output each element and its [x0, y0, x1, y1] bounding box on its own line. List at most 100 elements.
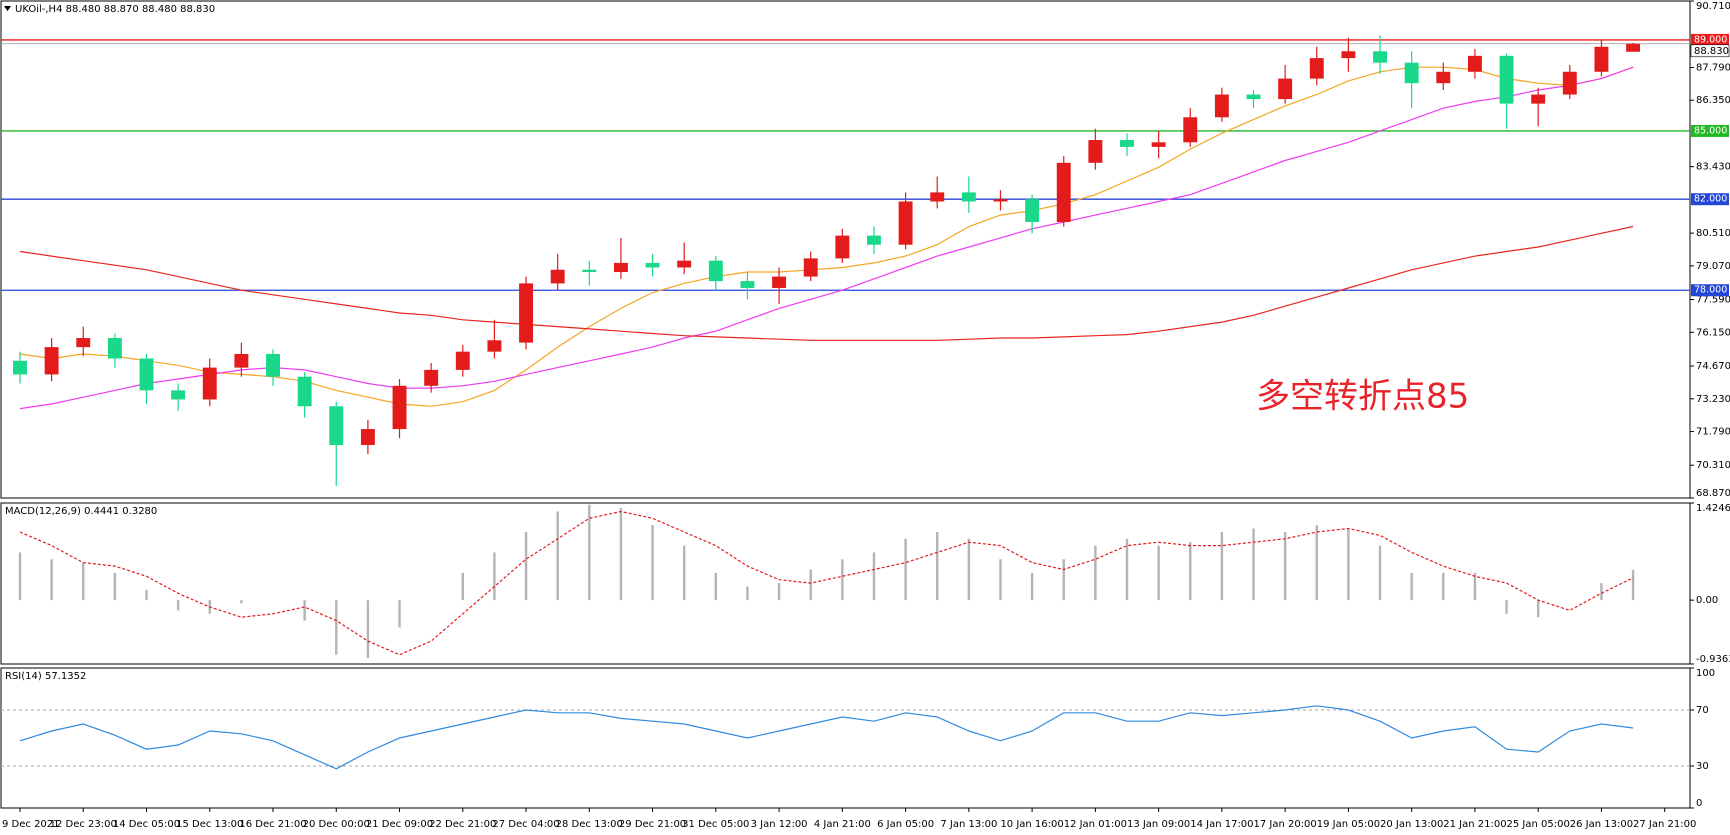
histogram-bar	[1505, 600, 1508, 614]
histogram-bar	[1600, 583, 1603, 601]
histogram-bar	[1442, 572, 1445, 601]
histogram-bar	[1536, 600, 1540, 618]
y-tick-label: 100	[1696, 668, 1715, 679]
candle-body	[1214, 94, 1229, 118]
y-tick-label: 76.150	[1696, 327, 1730, 338]
panel-toggle[interactable]	[4, 6, 11, 11]
candle-body	[708, 260, 723, 282]
histogram-bar	[1631, 569, 1635, 601]
y-tick-label: 68.870	[1696, 488, 1730, 499]
x-tick-label: 31 Dec 05:00	[682, 819, 749, 830]
histogram-bar	[619, 508, 623, 601]
x-tick-label: 3 Jan 12:00	[751, 819, 808, 830]
candle-body	[835, 235, 850, 259]
histogram-bar	[1220, 531, 1224, 601]
x-tick-label: 14 Jan 17:00	[1190, 819, 1253, 830]
histogram-bar	[809, 569, 812, 601]
panel-title: RSI(14) 57.1352	[5, 671, 86, 682]
histogram-bar	[366, 600, 370, 659]
histogram-bar	[113, 572, 117, 601]
y-tick-label: -0.9363	[1696, 654, 1730, 665]
histogram-bar	[303, 600, 306, 621]
x-tick-label: 29 Dec 21:00	[619, 819, 686, 830]
candle-body	[645, 262, 660, 268]
candle-body	[297, 376, 312, 407]
y-tick-label: 71.790	[1696, 427, 1730, 438]
y-tick-label: 70	[1696, 705, 1709, 716]
x-tick-label: 17 Jan 20:00	[1253, 819, 1316, 830]
y-tick-label: 80.510	[1696, 228, 1730, 239]
candle-body	[234, 353, 249, 368]
panel-frame	[0, 667, 1691, 809]
candle-body	[1246, 94, 1261, 100]
rsi-line	[19, 705, 1634, 770]
x-tick-label: 10 Jan 16:00	[1000, 819, 1063, 830]
candle-body	[519, 283, 534, 343]
y-tick-label: 79.070	[1696, 261, 1730, 272]
candle-body	[613, 262, 628, 273]
x-tick-label: 9 Dec 2021	[2, 819, 60, 830]
candle-body	[1056, 162, 1071, 222]
candle-body	[1531, 94, 1546, 104]
x-tick-label: 28 Dec 13:00	[556, 819, 623, 830]
y-tick-label: 77.590	[1696, 295, 1730, 306]
level-tag	[1691, 124, 1729, 137]
y-tick-label: 30	[1696, 761, 1709, 772]
histogram-bar	[999, 559, 1002, 601]
histogram-bar	[1315, 525, 1318, 601]
histogram-bar	[682, 545, 686, 601]
x-tick-label: 6 Jan 05:00	[877, 819, 934, 830]
y-tick-label: 83.430	[1696, 162, 1730, 173]
candle-body	[1120, 140, 1134, 147]
candle-body	[867, 235, 881, 245]
y-tick-label: 86.350	[1696, 95, 1730, 106]
histogram-bar	[1252, 528, 1255, 601]
panel-title: MACD(12,26,9) 0.4441 0.3280	[5, 506, 157, 517]
x-tick-label: 20 Dec 00:00	[303, 819, 370, 830]
histogram-bar	[82, 562, 85, 601]
histogram-bar	[1189, 542, 1192, 601]
histogram-bar	[145, 589, 148, 601]
histogram-bar	[746, 586, 749, 601]
x-tick-label: 12 Dec 23:00	[50, 819, 117, 830]
panel-frame	[0, 502, 1691, 665]
x-tick-label: 7 Jan 13:00	[940, 819, 997, 830]
last-price-label: 88.830	[1694, 46, 1729, 57]
candle-body	[993, 199, 1008, 202]
candle-body	[202, 367, 217, 400]
candle-body	[1404, 62, 1419, 84]
histogram-bar	[1347, 528, 1350, 601]
histogram-bar	[1283, 531, 1287, 601]
level-tag-label: 89.000	[1694, 34, 1727, 45]
x-tick-label: 16 Dec 21:00	[239, 819, 306, 830]
level-tag	[1691, 284, 1729, 297]
histogram-bar	[777, 583, 781, 601]
histogram-bar	[651, 525, 654, 601]
annotation: 多空转折点85	[1256, 377, 1469, 417]
candle-body	[740, 281, 755, 288]
x-tick-label: 26 Jan 13:00	[1570, 819, 1633, 830]
histogram-bar	[1378, 545, 1382, 601]
histogram-bar	[841, 559, 844, 601]
histogram-bar	[872, 552, 876, 601]
x-tick-label: 27 Dec 04:00	[492, 819, 559, 830]
candle-body	[266, 353, 280, 377]
candle-body	[1151, 142, 1166, 147]
histogram-bar	[967, 538, 971, 601]
histogram-bar	[714, 572, 718, 601]
histogram-bar	[176, 600, 180, 611]
histogram-bar	[50, 559, 53, 601]
x-tick-label: 14 Dec 05:00	[113, 819, 180, 830]
histogram-bar	[1157, 545, 1160, 601]
x-tick-label: 25 Jan 05:00	[1507, 819, 1570, 830]
candle-body	[107, 338, 122, 359]
y-tick-label: 87.790	[1696, 62, 1730, 73]
candle-body	[1436, 71, 1451, 84]
last-price-tag	[1690, 44, 1730, 58]
x-tick-label: 22 Dec 21:00	[429, 819, 496, 830]
histogram-bar	[524, 531, 528, 601]
candle-body	[1278, 78, 1293, 100]
candle-body	[487, 340, 502, 352]
candle-body	[139, 358, 154, 391]
